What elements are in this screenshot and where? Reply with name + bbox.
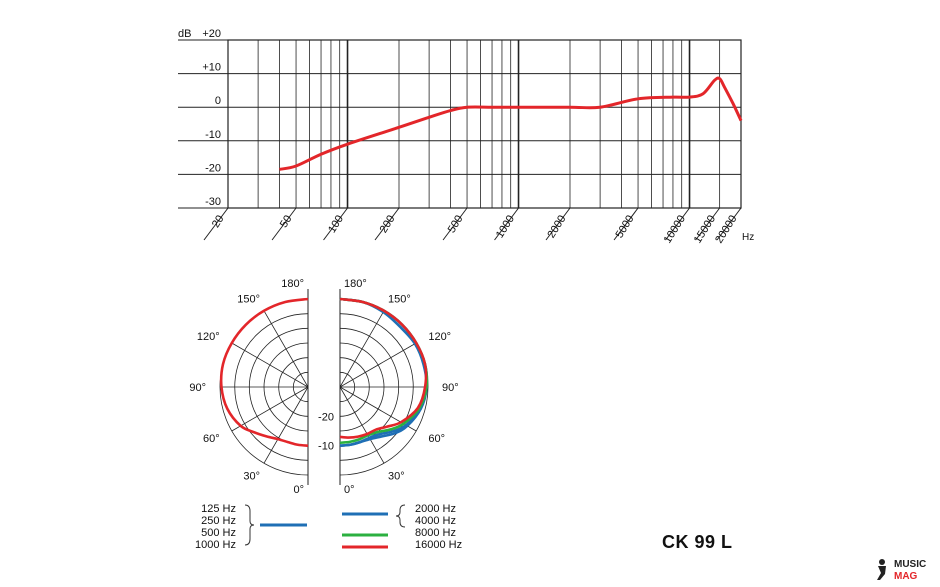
- polar-angle-label: 180°: [281, 278, 304, 290]
- polar-angle-label: 30°: [243, 470, 260, 482]
- polar-curve: [339, 297, 428, 439]
- watermark-line2: MAG: [894, 571, 918, 582]
- x-tick-mark: [716, 207, 742, 241]
- legend-left-brace: [244, 504, 255, 546]
- x-tick-label: 20: [210, 213, 227, 230]
- y-tick-label: -10: [205, 129, 221, 141]
- polar-angle-label: 60°: [428, 433, 445, 445]
- y-axis-label: dB: [178, 28, 191, 40]
- polar-angle-label: 150°: [237, 294, 260, 306]
- x-tick-mark: [613, 207, 639, 241]
- y-tick-label: +10: [202, 62, 221, 74]
- polar-spoke: [339, 342, 417, 388]
- polar-pattern-chart: 180° 150° 120° 90° 60° 30° 0° 180° 150° 120° 90° 60…: [189, 278, 458, 496]
- x-tick-mark: [494, 207, 519, 241]
- polar-spoke: [263, 310, 309, 388]
- polar-curve: [339, 297, 428, 447]
- polar-angle-label: 60°: [203, 433, 220, 445]
- frequency-response-line: [279, 76, 743, 171]
- x-tick-label: 50: [278, 213, 295, 230]
- legend-left-label: 500 Hz: [201, 527, 236, 539]
- x-tick-mark: [271, 207, 297, 241]
- legend-left-label: 250 Hz: [201, 515, 236, 527]
- polar-spoke: [339, 386, 385, 464]
- legend-left-label: 1000 Hz: [195, 539, 236, 551]
- polar-spoke: [231, 342, 309, 388]
- y-tick-label: -30: [205, 196, 221, 208]
- x-tick-label: 20000: [713, 213, 739, 245]
- polar-angle-label: 90°: [189, 382, 206, 394]
- x-axis-label: Hz: [742, 232, 754, 243]
- polar-spoke: [231, 386, 309, 432]
- legend-right-label: 8000 Hz: [415, 527, 456, 539]
- polar-angle-label: 120°: [428, 331, 451, 343]
- x-tick-mark: [695, 207, 721, 241]
- polar-angle-label: 30°: [388, 470, 405, 482]
- polar-angle-label: 120°: [197, 331, 220, 343]
- watermark-logo: MUSIC MAG: [877, 559, 926, 582]
- x-tick-label: 10000: [662, 213, 688, 245]
- x-tick-mark: [323, 207, 348, 241]
- legend-right-label: 16000 Hz: [415, 539, 462, 551]
- legend-right-label: 2000 Hz: [415, 503, 456, 515]
- legend-right-brace: [395, 504, 406, 528]
- polar-spoke: [339, 310, 385, 388]
- polar-spoke: [339, 386, 417, 432]
- legend-left-label: 125 Hz: [201, 503, 236, 515]
- watermark-line1: MUSIC: [894, 559, 926, 570]
- x-tick-mark: [665, 207, 690, 241]
- y-tick-label: -20: [205, 162, 221, 174]
- polar-curve: [339, 297, 429, 447]
- y-tick-label: +20: [202, 28, 221, 40]
- y-tick-label: 0: [215, 95, 221, 107]
- x-tick-mark: [545, 207, 571, 241]
- polar-spoke: [263, 386, 309, 464]
- x-tick-label: 5000: [613, 213, 636, 240]
- x-tick-mark: [442, 207, 468, 241]
- x-tick-label: 2000: [545, 213, 568, 240]
- legend-right-label: 4000 Hz: [415, 515, 456, 527]
- polar-level-label: -20: [318, 411, 334, 423]
- x-tick-label: 1000: [494, 213, 517, 240]
- polar-curve: [219, 297, 309, 447]
- polar-curve: [339, 297, 429, 445]
- polar-angle-label: 0°: [293, 484, 304, 496]
- model-name: CK 99 L: [662, 532, 733, 552]
- x-tick-mark: [374, 207, 400, 241]
- polar-level-label: -10: [318, 441, 334, 453]
- polar-angle-label: 90°: [442, 382, 459, 394]
- polar-angle-label: 0°: [344, 484, 355, 496]
- plot-frame: [227, 39, 742, 209]
- watermark-figure-icon: [877, 559, 886, 580]
- polar-angle-label: 150°: [388, 294, 411, 306]
- x-tick-mark: [203, 207, 229, 241]
- polar-angle-label: 180°: [344, 278, 367, 290]
